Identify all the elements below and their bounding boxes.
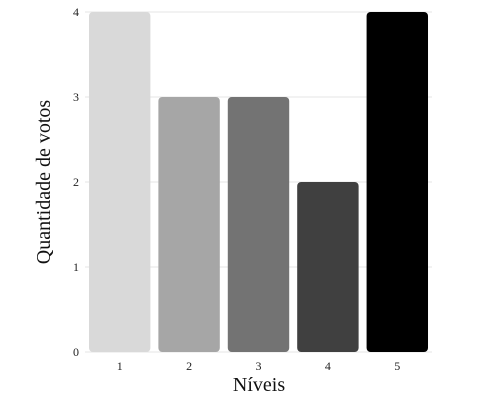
bars [88, 12, 429, 352]
y-tick-label: 0 [73, 345, 79, 359]
bar-5 [366, 12, 429, 352]
bar-2 [158, 97, 220, 352]
x-tick-label: 1 [117, 359, 123, 373]
y-axis-ticks: 0 1 2 3 4 [73, 5, 79, 359]
bar-3 [227, 97, 290, 352]
x-tick-label: 4 [325, 359, 331, 373]
bar-4 [297, 182, 359, 352]
x-axis-ticks: 1 2 3 4 5 [117, 359, 401, 373]
x-axis-label: Níveis [233, 374, 285, 396]
x-tick-label: 2 [186, 359, 192, 373]
y-axis-label: Quantidade de votos [33, 100, 55, 265]
x-tick-label: 5 [394, 359, 400, 373]
y-tick-label: 1 [73, 260, 79, 274]
y-tick-label: 4 [73, 5, 79, 19]
y-tick-label: 3 [73, 90, 79, 104]
x-tick-label: 3 [256, 359, 262, 373]
y-tick-label: 2 [73, 175, 79, 189]
bar-1 [88, 12, 151, 352]
